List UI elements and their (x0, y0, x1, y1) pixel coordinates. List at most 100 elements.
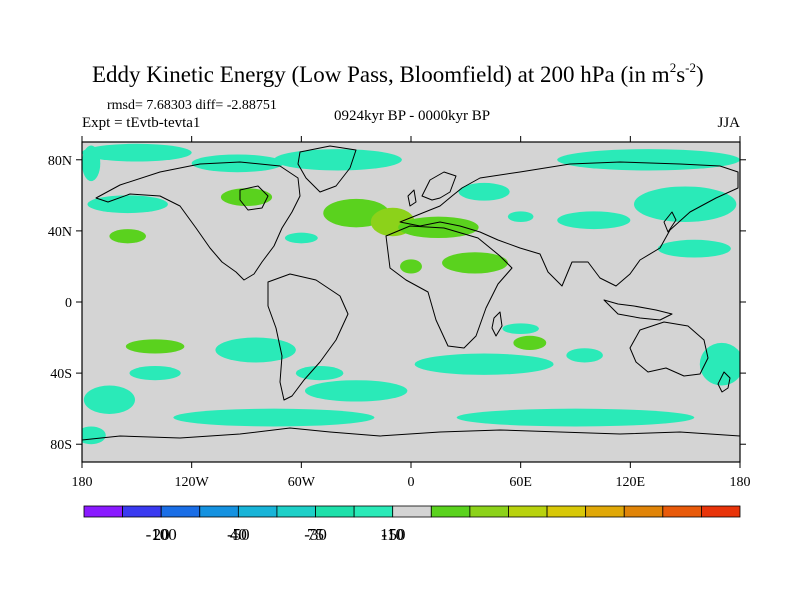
map-panel: 180 120W 60W 0 60E 120E 180 80N 40N 0 40S 80S (48, 136, 751, 490)
anomaly-region (220, 188, 273, 206)
coastline-indonesia (603, 299, 673, 321)
anomaly-region (458, 182, 510, 201)
chart-titles: Eddy Kinetic Energy (Low Pass, Bloomfiel… (82, 60, 740, 131)
x-axis: 180 120W 60W 0 60E 120E 180 (72, 136, 751, 490)
coastline-eurasia (399, 161, 739, 287)
anomaly-region (633, 186, 737, 223)
colorbar-swatch (623, 505, 664, 518)
y-tick-label: 40N (48, 225, 72, 240)
x-tick-label: 180 (72, 475, 93, 490)
y-tick-label: 40S (50, 367, 72, 382)
anomaly-region (82, 145, 101, 182)
map-background (82, 142, 740, 462)
season-label: JJA (717, 115, 740, 131)
coastline-greenland (297, 145, 357, 193)
colorbar-label: -100 (146, 525, 177, 544)
stats-text: rmsd= 7.68303 diff= -2.88751 (107, 98, 277, 113)
anomaly-regions (82, 143, 740, 445)
y-tick-label: 0 (65, 296, 72, 311)
coastline-antarctica (82, 427, 740, 441)
anomaly-region (273, 149, 402, 171)
anomaly-region (400, 259, 422, 274)
y-axis: 80N 40N 0 40S 80S (48, 154, 746, 453)
colorbar-swatch (353, 505, 394, 518)
anomaly-region (566, 348, 603, 363)
colorbar-swatch (392, 505, 432, 518)
coastline-north-america (95, 161, 301, 281)
anomaly-region (87, 195, 168, 214)
anomaly-region (82, 426, 106, 445)
colorbar-label: 20 (153, 525, 170, 544)
x-tick-label: 0 (408, 475, 415, 490)
x-tick-label: 120W (175, 475, 210, 490)
coastline-scandinavia (421, 171, 457, 201)
anomaly-region (657, 239, 731, 258)
coastline-australia (629, 321, 709, 377)
anomaly-region (513, 335, 547, 350)
anomaly-region (83, 385, 136, 414)
anomaly-region (191, 154, 284, 173)
coastline-hudson-bay (239, 185, 269, 211)
colorbar-swatch (276, 505, 316, 518)
anomaly-region (456, 408, 695, 427)
colorbar-swatch (199, 505, 239, 518)
coastline-madagascar (491, 311, 503, 337)
colorbar-label: 150 (380, 525, 406, 544)
coastline-new-zealand (717, 371, 731, 393)
anomaly-region (129, 366, 181, 381)
anomaly-region (557, 211, 631, 230)
x-tick-label: 180 (730, 475, 751, 490)
chart-title-exponent-1: 2 (670, 60, 677, 75)
anomaly-region (699, 342, 740, 386)
anomaly-region (557, 149, 740, 171)
colorbar-swatch (508, 505, 548, 518)
colorbar: -100 -50 -30 -10 20 40 75 150 (83, 505, 741, 544)
anomaly-region (295, 366, 344, 381)
colorbar-swatch (430, 505, 471, 518)
chart-title-main: Eddy Kinetic Energy (Low Pass, Bloomfiel… (92, 62, 670, 87)
experiment-label: Expt = tEvtb-tevta1 (82, 115, 200, 131)
anomaly-region (442, 252, 508, 274)
x-tick-label: 120E (616, 475, 646, 490)
anomaly-region (507, 211, 534, 223)
period-label: 0924kyr BP - 0000kyr BP (334, 108, 490, 124)
y-tick-label: 80S (50, 438, 72, 453)
colorbar-swatch (546, 505, 587, 518)
colorbar-swatch (160, 505, 201, 518)
anomaly-region (82, 143, 192, 162)
colorbar-label: -50 (227, 525, 250, 544)
chart-title-end: ) (696, 62, 704, 87)
anomaly-region (109, 229, 146, 244)
anomaly-region (304, 380, 408, 402)
x-tick-label: 60E (509, 475, 532, 490)
colorbar-swatch (662, 505, 702, 518)
anomaly-region (502, 323, 539, 334)
anomaly-region (284, 232, 318, 244)
anomaly-region (215, 337, 296, 363)
colorbar-label: 40 (230, 525, 247, 544)
colorbar-swatch (237, 505, 278, 518)
chart-title-mid: s (676, 62, 685, 87)
coastlines (82, 145, 740, 441)
colorbar-swatch (701, 505, 741, 518)
x-tick-label: 60W (288, 475, 316, 490)
colorbar-swatch (83, 505, 123, 518)
coastline-british-isles (407, 189, 417, 207)
chart-title: Eddy Kinetic Energy (Low Pass, Bloomfiel… (92, 60, 704, 87)
coastline-south-america (267, 273, 349, 401)
colorbar-label: 75 (307, 525, 324, 544)
y-tick-label: 80N (48, 154, 72, 169)
colorbar-label: -30 (304, 525, 327, 544)
anomaly-region (173, 408, 375, 427)
colorbar-label: -10 (381, 525, 404, 544)
colorbar-swatch (469, 505, 509, 518)
colorbar-swatch (585, 505, 625, 518)
anomaly-region (414, 353, 554, 375)
colorbar-swatch (315, 505, 355, 518)
anomaly-region (125, 339, 185, 354)
coastline-japan (663, 211, 677, 233)
coastline-africa (385, 225, 513, 349)
colorbar-swatch (122, 505, 162, 518)
chart-title-exponent-2: -2 (685, 60, 696, 75)
